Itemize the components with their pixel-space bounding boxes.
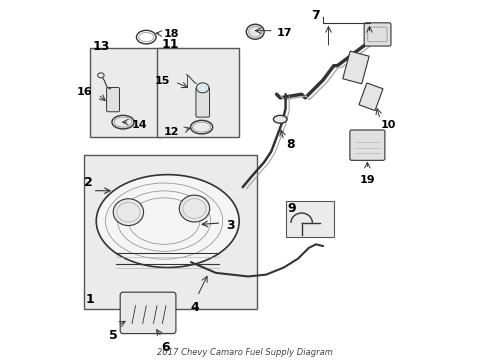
- Bar: [83, 155, 257, 309]
- Polygon shape: [358, 83, 382, 111]
- Bar: [285, 202, 333, 237]
- Text: 6: 6: [161, 342, 169, 355]
- Ellipse shape: [246, 24, 264, 39]
- FancyBboxPatch shape: [364, 23, 390, 46]
- Text: 8: 8: [286, 139, 295, 152]
- FancyBboxPatch shape: [349, 130, 384, 160]
- Text: 4: 4: [190, 301, 199, 314]
- Text: 10: 10: [380, 120, 395, 130]
- FancyBboxPatch shape: [106, 87, 119, 112]
- Polygon shape: [342, 51, 368, 84]
- Text: 5: 5: [108, 329, 117, 342]
- Text: 3: 3: [225, 219, 234, 232]
- Ellipse shape: [179, 195, 209, 222]
- Text: 17: 17: [276, 28, 291, 38]
- Ellipse shape: [113, 199, 143, 226]
- Ellipse shape: [96, 175, 239, 267]
- Ellipse shape: [196, 83, 208, 93]
- Text: 19: 19: [359, 175, 374, 185]
- Text: 14: 14: [132, 120, 147, 130]
- Text: 7: 7: [311, 9, 320, 22]
- Text: 2017 Chevy Camaro Fuel Supply Diagram: 2017 Chevy Camaro Fuel Supply Diagram: [156, 348, 332, 357]
- Text: 13: 13: [93, 40, 110, 53]
- Bar: [157, 48, 239, 137]
- FancyBboxPatch shape: [196, 87, 209, 117]
- Text: 16: 16: [77, 87, 93, 98]
- Bar: [90, 48, 162, 137]
- Text: 1: 1: [85, 293, 94, 306]
- Text: 15: 15: [155, 76, 170, 86]
- Text: 18: 18: [164, 28, 179, 39]
- Text: 11: 11: [162, 39, 179, 51]
- FancyBboxPatch shape: [120, 292, 176, 334]
- Text: 2: 2: [83, 176, 92, 189]
- Text: 12: 12: [163, 127, 179, 138]
- Text: 9: 9: [287, 202, 295, 215]
- Ellipse shape: [273, 115, 286, 123]
- Ellipse shape: [98, 73, 104, 78]
